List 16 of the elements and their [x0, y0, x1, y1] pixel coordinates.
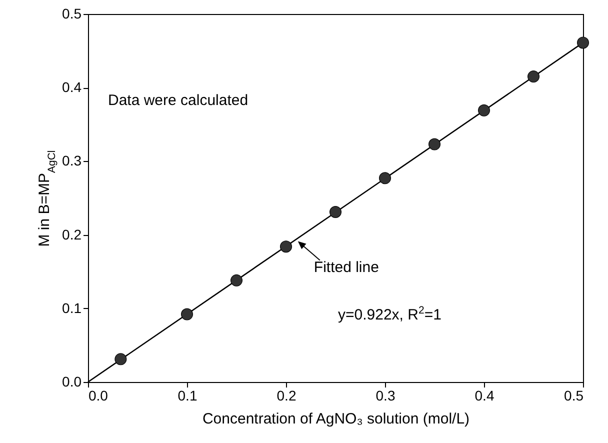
x-axis-title: Concentration of AgNO₃ solution (mol/L): [202, 410, 470, 428]
x-tick-label: 0.3: [376, 388, 396, 404]
y-tick-label: 0.3: [62, 152, 82, 169]
annotation: Data were calculated: [108, 92, 248, 109]
x-tick-label: 0.1: [178, 388, 198, 404]
x-tick-label: 0.4: [474, 388, 494, 404]
x-tick-label: 0.0: [88, 388, 108, 404]
annotation: Fitted line: [314, 259, 379, 276]
y-tick-label: 0.0: [62, 374, 82, 390]
annotation: y=0.922x, R$^{2}$=1: [338, 304, 442, 324]
x-tick-label: 0.5: [564, 388, 584, 404]
y-tick-label: 0.4: [62, 79, 82, 96]
y-tick-label: 0.5: [62, 6, 82, 22]
y-tick-label: 0.1: [62, 300, 82, 316]
x-tick-label: 0.2: [276, 388, 296, 404]
y-tick-label: 0.2: [62, 226, 82, 242]
